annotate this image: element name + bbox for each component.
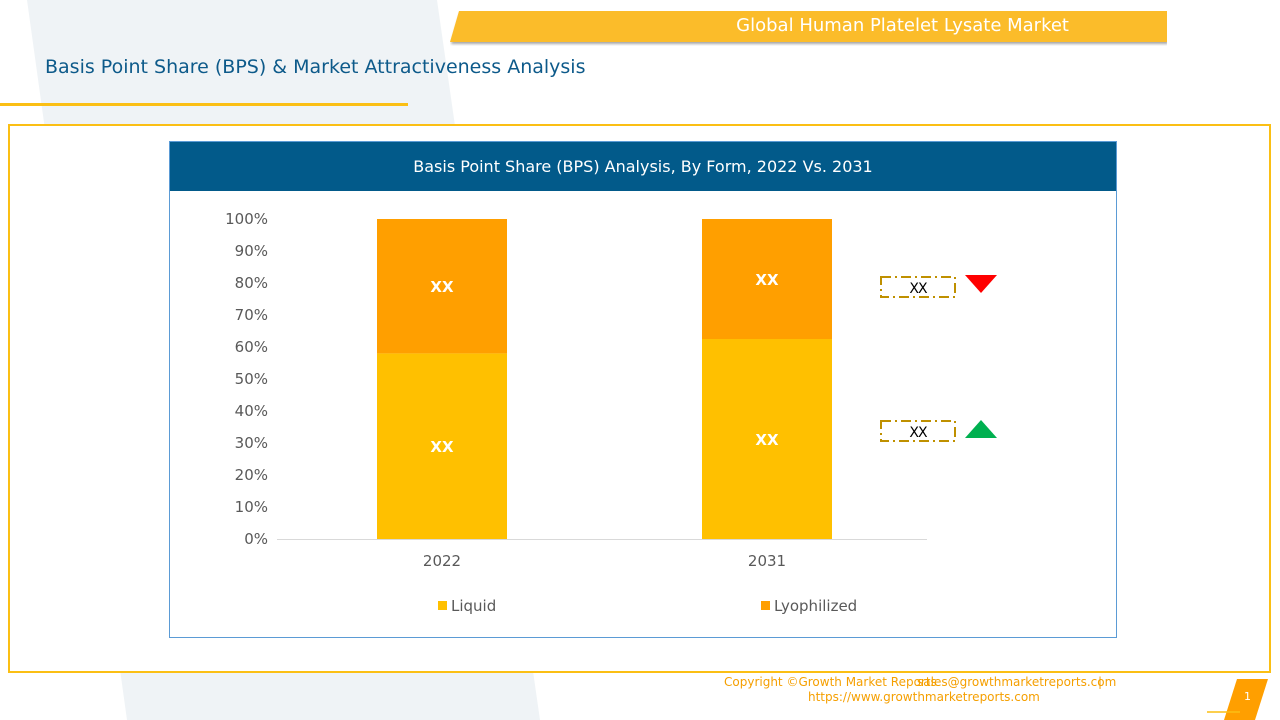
page-subtitle: Basis Point Share (BPS) & Market Attract… — [45, 56, 586, 78]
legend-label-liquid: Liquid — [451, 597, 496, 615]
triangle-down-icon — [965, 275, 997, 293]
legend-swatch-liquid — [438, 601, 447, 610]
footer-website[interactable]: https://www.growthmarketreports.com — [808, 690, 1040, 704]
y-tick-label: 20% — [235, 466, 268, 484]
x-tick-label: 2022 — [423, 552, 461, 570]
x-tick-label: 2031 — [748, 552, 786, 570]
triangle-up-icon — [965, 420, 997, 438]
indicator-box — [880, 420, 956, 442]
subtitle-underline — [0, 103, 408, 106]
page-number-tab — [1207, 679, 1268, 720]
footer-copyright: Copyright ©Growth Market Reports — [724, 675, 937, 689]
indicator-box — [880, 276, 956, 298]
bps-chart: 0% 10% 20% 30% 40% 50% 60% 70% 80% 90% 100% XX XX 202… — [225, 210, 997, 615]
indicator-label: XX — [909, 281, 928, 297]
y-tick-label: 100% — [225, 210, 268, 228]
y-tick-label: 30% — [235, 434, 268, 452]
y-tick-label: 50% — [235, 370, 268, 388]
footer-email[interactable]: sales@growthmarketreports.com — [917, 675, 1117, 689]
y-tick-label: 40% — [235, 402, 268, 420]
data-label: XX — [755, 271, 779, 289]
bar-lyophilized-2022 — [377, 219, 507, 354]
title-banner: Global Human Platelet Lysate Market — [450, 11, 1167, 42]
banner-title: Global Human Platelet Lysate Market — [736, 15, 1069, 36]
y-tick-label: 80% — [235, 274, 268, 292]
bar-lyophilized-2031 — [702, 219, 832, 339]
bar-liquid-2031 — [702, 339, 832, 539]
indicator-label: XX — [909, 425, 928, 441]
y-tick-label: 0% — [244, 530, 268, 548]
y-tick-label: 10% — [235, 498, 268, 516]
chart-container: Basis Point Share (BPS) Analysis, By For… — [169, 141, 1117, 638]
y-tick-label: 90% — [235, 242, 268, 260]
data-label: XX — [755, 431, 779, 449]
y-tick-label: 70% — [235, 306, 268, 324]
data-label: XX — [430, 278, 454, 296]
data-label: XX — [430, 438, 454, 456]
bar-liquid-2022 — [377, 353, 507, 539]
footer-separator: | — [1098, 675, 1103, 689]
y-tick-label: 60% — [235, 338, 268, 356]
legend-label-lyophilized: Lyophilized — [774, 597, 857, 615]
chart-title: Basis Point Share (BPS) Analysis, By For… — [170, 142, 1116, 191]
page-number: 1 — [1244, 690, 1251, 703]
legend-swatch-lyophilized — [761, 601, 770, 610]
